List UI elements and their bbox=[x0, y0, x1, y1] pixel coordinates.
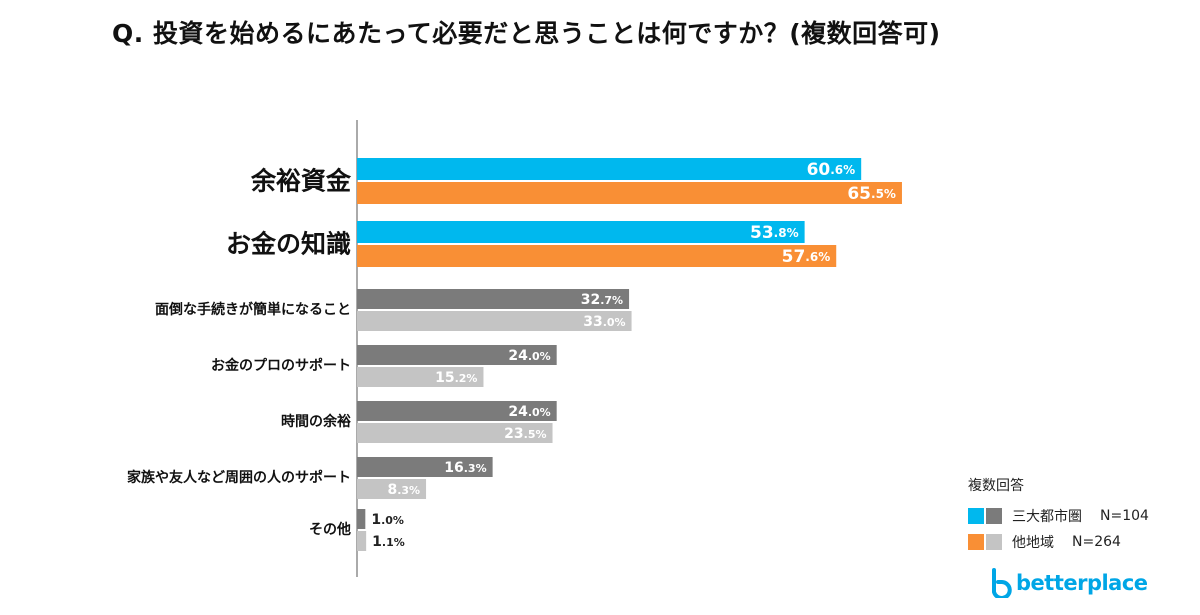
bar bbox=[357, 423, 553, 443]
legend-item-series2: 他地域 N=264 bbox=[968, 529, 1149, 555]
bar bbox=[357, 479, 427, 499]
bar bbox=[357, 182, 902, 204]
category-label: 家族や友人など周囲の人のサポート bbox=[127, 469, 351, 486]
category-label: その他 bbox=[309, 521, 351, 538]
data-label: 8.3% bbox=[387, 482, 420, 498]
chart-title: Q. 投資を始めるにあたって必要だと思うことは何ですか？(複数回答可) bbox=[112, 19, 941, 48]
data-label: 60.6% bbox=[807, 160, 856, 180]
bar bbox=[357, 245, 837, 267]
category-label: 余裕資金 bbox=[250, 167, 352, 196]
data-label: 57.6% bbox=[782, 247, 831, 267]
data-label: 1.1% bbox=[372, 534, 405, 550]
betterplace-logo-icon bbox=[992, 568, 1012, 598]
category-label: 面倒な手続きが簡単になること bbox=[155, 301, 351, 318]
bar bbox=[357, 401, 557, 421]
bar bbox=[357, 457, 493, 477]
legend-swatch-highlight bbox=[968, 534, 984, 550]
data-label: 24.0% bbox=[508, 348, 550, 364]
bar bbox=[357, 531, 367, 551]
legend-n: N=104 bbox=[1100, 508, 1149, 524]
bar bbox=[357, 509, 366, 529]
legend-swatch-normal bbox=[986, 508, 1002, 524]
data-label: 32.7% bbox=[581, 292, 623, 308]
category-label: 時間の余裕 bbox=[281, 413, 351, 430]
data-label: 23.5% bbox=[504, 426, 546, 442]
bar bbox=[357, 289, 630, 309]
data-label: 33.0% bbox=[583, 314, 625, 330]
category-label: お金の知識 bbox=[226, 230, 351, 259]
category-label: お金のプロのサポート bbox=[211, 357, 351, 374]
data-label: 65.5% bbox=[847, 184, 896, 204]
legend-label: 三大都市圏 bbox=[1012, 509, 1082, 525]
data-label: 53.8% bbox=[750, 223, 799, 243]
legend: 複数回答 三大都市圏 N=104 他地域 N=264 bbox=[968, 475, 1149, 555]
bar bbox=[357, 221, 805, 243]
logo-text: betterplace bbox=[1016, 571, 1148, 595]
legend-swatch-normal bbox=[986, 534, 1002, 550]
bar bbox=[357, 367, 484, 387]
legend-n: N=264 bbox=[1072, 534, 1121, 550]
data-label: 16.3% bbox=[444, 460, 486, 476]
data-label: 24.0% bbox=[508, 404, 550, 420]
data-label: 15.2% bbox=[435, 370, 477, 386]
legend-swatch-highlight bbox=[968, 508, 984, 524]
data-label: 1.0% bbox=[371, 512, 404, 528]
bar bbox=[357, 311, 632, 331]
legend-label: 他地域 bbox=[1012, 535, 1054, 551]
brand-logo: betterplace bbox=[990, 568, 1148, 598]
legend-item-series1: 三大都市圏 N=104 bbox=[968, 503, 1149, 529]
legend-title: 複数回答 bbox=[968, 478, 1024, 494]
bar bbox=[357, 345, 557, 365]
bar bbox=[357, 158, 862, 180]
